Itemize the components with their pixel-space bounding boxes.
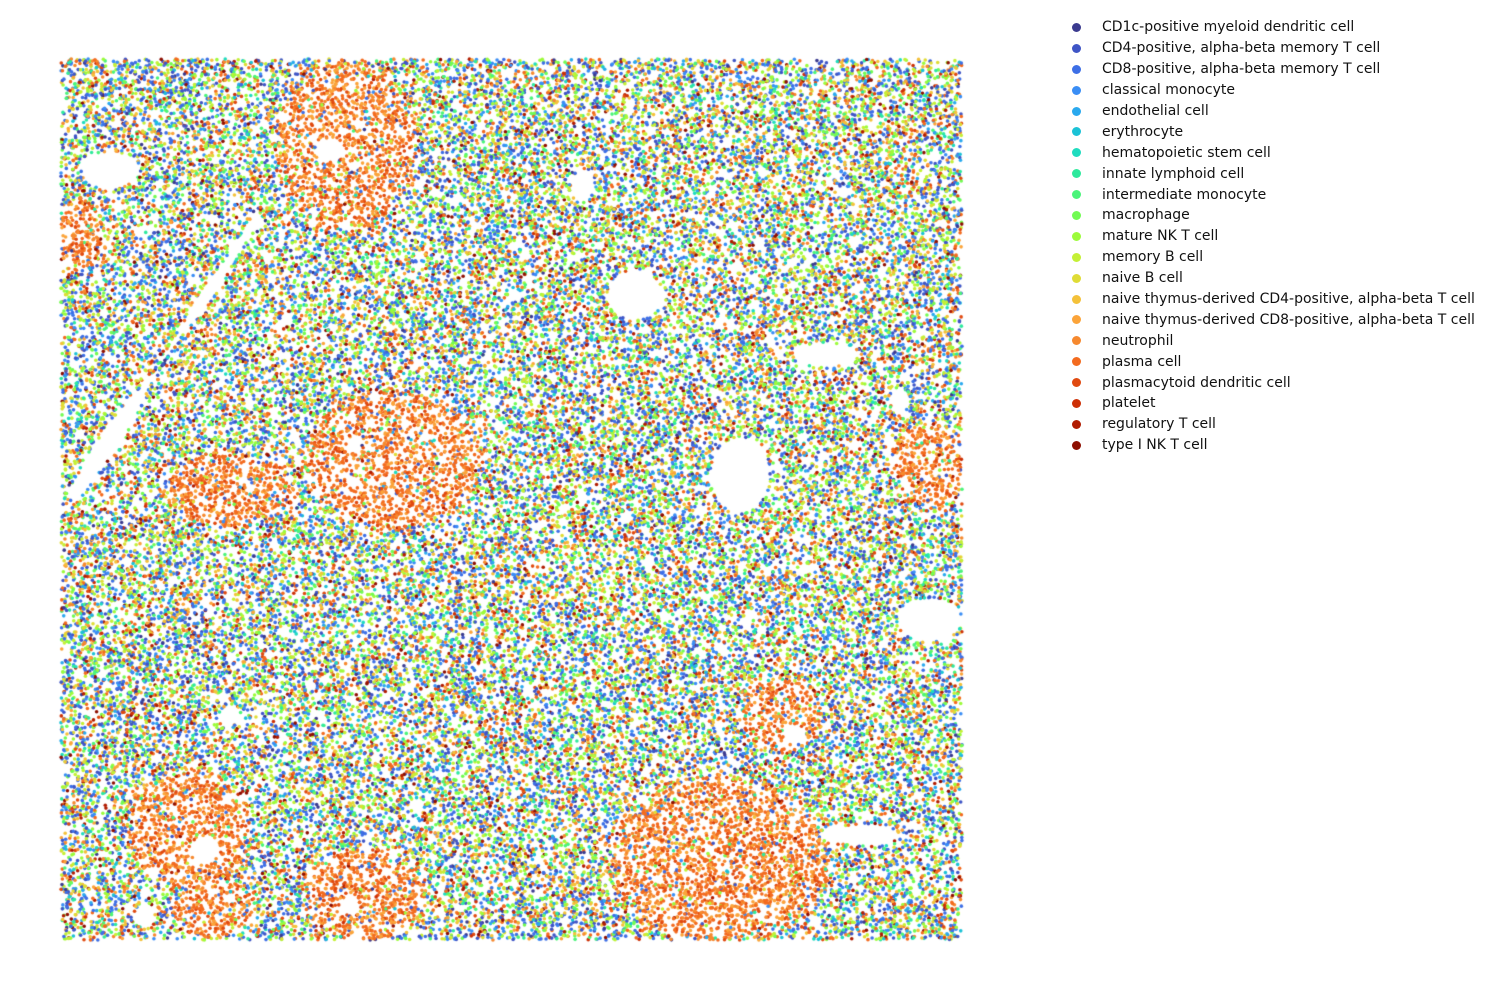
legend-label: plasma cell xyxy=(1102,353,1182,370)
legend-label: platelet xyxy=(1102,395,1156,412)
legend-marker xyxy=(1072,85,1081,95)
legend-label: innate lymphoid cell xyxy=(1102,165,1245,182)
legend-item: classical monocyte xyxy=(1068,80,1475,101)
legend-label: macrophage xyxy=(1102,207,1190,224)
legend-label: type I NK T cell xyxy=(1102,437,1208,454)
legend-label: endothelial cell xyxy=(1102,103,1209,119)
legend-marker xyxy=(1072,252,1081,262)
legend-item: type I NK T cell xyxy=(1068,435,1475,456)
legend-item: CD4-positive, alpha-beta memory T cell xyxy=(1068,38,1475,59)
legend-item: memory B cell xyxy=(1068,247,1475,268)
legend-item: hematopoietic stem cell xyxy=(1068,142,1475,163)
legend-label: classical monocyte xyxy=(1102,82,1235,99)
legend-item: CD1c-positive myeloid dendritic cell xyxy=(1068,17,1475,38)
legend-item: erythrocyte xyxy=(1068,121,1475,142)
legend-label: naive thymus-derived CD8-positive, alpha… xyxy=(1102,311,1475,328)
legend-marker xyxy=(1072,22,1081,32)
legend-marker xyxy=(1072,169,1081,179)
legend-label: CD4-positive, alpha-beta memory T cell xyxy=(1102,40,1381,57)
legend-marker xyxy=(1072,106,1081,116)
legend-marker xyxy=(1072,315,1081,325)
legend-label: neutrophil xyxy=(1102,332,1174,349)
legend-marker xyxy=(1072,419,1081,429)
legend-marker xyxy=(1072,43,1081,53)
legend-item: CD8-positive, alpha-beta memory T cell xyxy=(1068,59,1475,80)
legend-label: intermediate monocyte xyxy=(1102,186,1267,203)
legend-marker xyxy=(1072,378,1081,388)
legend-item: plasmacytoid dendritic cell xyxy=(1068,372,1475,393)
legend-label: erythrocyte xyxy=(1102,123,1184,140)
legend-marker xyxy=(1072,294,1081,304)
legend-marker xyxy=(1072,148,1081,158)
legend: CD1c-positive myeloid dendritic cell CD4-… xyxy=(1068,17,1475,456)
legend-marker xyxy=(1072,336,1081,346)
legend-item: plasma cell xyxy=(1068,351,1475,372)
legend-marker xyxy=(1072,231,1081,241)
legend-label: plasmacytoid dendritic cell xyxy=(1102,374,1291,391)
legend-label: naive B cell xyxy=(1102,270,1183,287)
legend-marker xyxy=(1072,398,1081,408)
legend-marker xyxy=(1072,210,1081,220)
legend-label: CD8-positive, alpha-beta memory T cell xyxy=(1102,61,1381,78)
legend-label: CD1c-positive myeloid dendritic cell xyxy=(1102,19,1355,36)
legend-marker xyxy=(1072,440,1081,450)
legend-marker xyxy=(1072,64,1081,74)
legend-label: hematopoietic stem cell xyxy=(1102,144,1271,161)
legend-item: intermediate monocyte xyxy=(1068,184,1475,205)
legend-item: naive thymus-derived CD8-positive, alpha… xyxy=(1068,309,1475,330)
legend-label: mature NK T cell xyxy=(1102,228,1219,245)
legend-item: macrophage xyxy=(1068,205,1475,226)
legend-item: naive B cell xyxy=(1068,268,1475,289)
legend-marker xyxy=(1072,190,1081,200)
legend-marker xyxy=(1072,127,1081,137)
legend-label: memory B cell xyxy=(1102,249,1204,266)
legend-item: neutrophil xyxy=(1068,330,1475,351)
legend-item: platelet xyxy=(1068,393,1475,414)
legend-item: endothelial cell xyxy=(1068,101,1475,122)
legend-marker xyxy=(1072,273,1081,283)
legend-label: regulatory T cell xyxy=(1102,416,1216,433)
legend-marker xyxy=(1072,357,1081,367)
legend-label: naive thymus-derived CD4-positive, alpha… xyxy=(1102,291,1475,308)
legend-item: innate lymphoid cell xyxy=(1068,163,1475,184)
legend-item: mature NK T cell xyxy=(1068,226,1475,247)
legend-item: naive thymus-derived CD4-positive, alpha… xyxy=(1068,289,1475,310)
legend-item: regulatory T cell xyxy=(1068,414,1475,435)
